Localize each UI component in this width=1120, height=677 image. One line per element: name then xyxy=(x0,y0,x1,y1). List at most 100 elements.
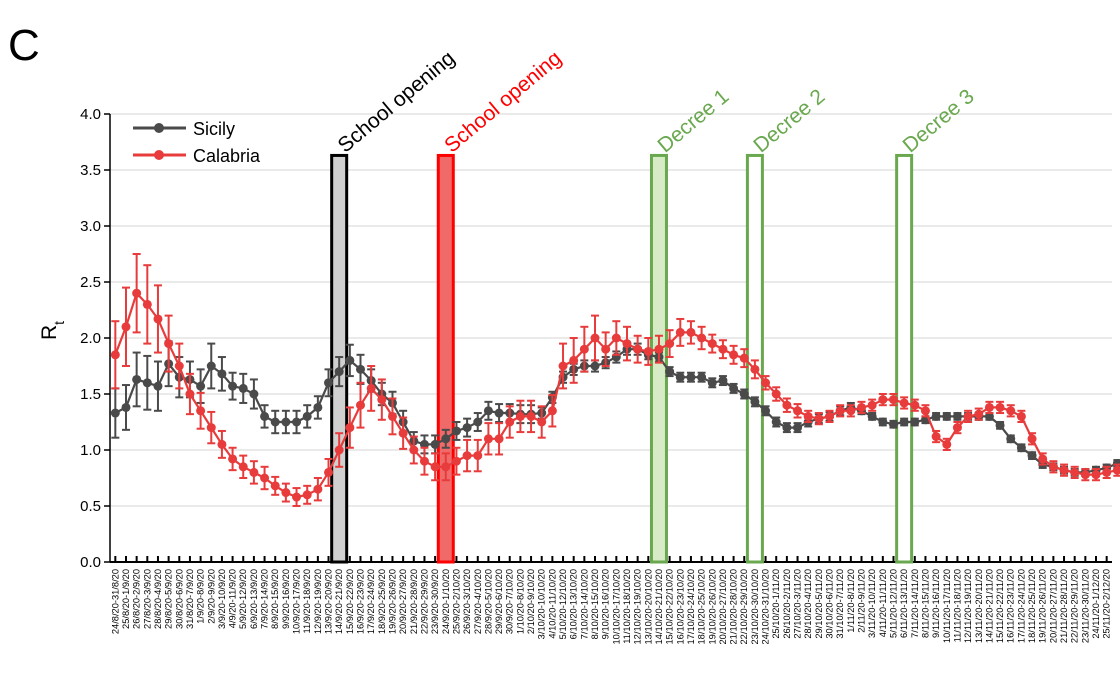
x-tick-label: 4/11/20-11/11/20 xyxy=(878,569,888,637)
x-tick-label: 25/11/20-2/12/20 xyxy=(1102,569,1112,639)
x-tick-label: 24/11/20-1/12/20 xyxy=(1091,569,1101,639)
annotation-bar xyxy=(436,153,455,564)
y-tick-label: 0.5 xyxy=(80,498,101,515)
x-tick-label: 23/10/20-30/10/20 xyxy=(750,569,760,644)
x-tick-label: 10/10/20-17/10/20 xyxy=(611,569,621,644)
data-point xyxy=(665,367,675,377)
data-point xyxy=(313,402,323,412)
x-tick-label: 19/10/20-26/10/20 xyxy=(707,569,717,644)
data-point xyxy=(196,381,206,391)
data-point xyxy=(899,417,909,427)
data-point xyxy=(526,411,536,421)
x-tick-label: 22/11/20-29/11/20 xyxy=(1070,569,1080,643)
x-tick-label: 1/10/20-8/10/20 xyxy=(515,569,525,634)
data-point xyxy=(387,411,397,421)
x-tick-label: 9/11/20-16/11/20 xyxy=(931,569,941,638)
data-point xyxy=(1038,454,1048,464)
data-point xyxy=(473,417,483,427)
data-point xyxy=(494,408,504,418)
x-tick-label: 8/11/20-15/11/20 xyxy=(920,569,930,638)
legend-item-sicily: Sicily xyxy=(133,119,235,139)
x-tick-label: 28/8/20-4/9/20 xyxy=(153,569,163,629)
x-tick-label: 6/9/20-13/9/20 xyxy=(249,569,259,629)
x-tick-label: 9/9/20-16/9/20 xyxy=(281,569,291,629)
data-point xyxy=(547,406,557,416)
x-tick-label: 16/11/20-23/11/20 xyxy=(1006,569,1016,643)
data-point xyxy=(931,432,941,442)
x-tick-label: 2/9/20-9/9/20 xyxy=(206,569,216,624)
x-tick-label: 7/9/20-14/9/20 xyxy=(260,569,270,629)
data-point xyxy=(793,423,803,433)
x-tick-label: 18/11/20-25/11/20 xyxy=(1027,569,1037,643)
data-point xyxy=(697,372,707,382)
data-point xyxy=(345,355,355,365)
y-tick-label: 2.0 xyxy=(80,330,101,347)
annotation-3: Decree 1 xyxy=(649,85,733,564)
data-point xyxy=(611,333,621,343)
panel-letter: C xyxy=(8,21,40,70)
data-point xyxy=(292,492,302,502)
y-tick-label: 1.5 xyxy=(80,386,101,403)
x-tick-label: 31/8/20-7/9/20 xyxy=(185,569,195,629)
data-point xyxy=(675,372,685,382)
y-tick-label: 1.0 xyxy=(80,442,101,459)
x-axis: 24/8/20-31/8/20 25/8/20-1/9/20 26/8/20-2/9… xyxy=(110,556,1112,644)
data-point xyxy=(270,417,280,427)
data-point xyxy=(292,417,302,427)
data-point xyxy=(857,402,866,412)
x-tick-label: 30/10/20-6/11/20 xyxy=(825,569,835,639)
data-point xyxy=(878,395,888,405)
y-axis-label-main: R xyxy=(38,325,61,340)
data-point xyxy=(803,411,813,421)
data-point xyxy=(515,411,525,421)
data-point xyxy=(537,417,547,427)
data-point xyxy=(867,411,877,421)
x-tick-label: 24/9/20-1/10/20 xyxy=(441,569,451,634)
data-point xyxy=(782,400,792,410)
data-point xyxy=(974,409,984,419)
data-point xyxy=(356,400,365,410)
series-sicily xyxy=(110,340,1120,477)
data-point xyxy=(1027,451,1037,461)
data-point xyxy=(920,406,930,416)
x-tick-label: 12/11/20-19/11/20 xyxy=(963,569,973,643)
x-tick-label: 26/9/20-3/10/20 xyxy=(462,569,472,634)
x-tick-label: 13/9/20-20/9/20 xyxy=(324,569,334,634)
x-tick-label: 21/10/20-28/10/20 xyxy=(729,569,739,644)
x-tick-label: 5/10/20-12/10/20 xyxy=(558,569,568,639)
x-tick-label: 17/9/20-24/9/20 xyxy=(366,569,376,634)
data-point xyxy=(782,423,792,433)
data-point xyxy=(196,406,206,416)
annotation-bar xyxy=(895,153,914,564)
y-tick-label: 3.0 xyxy=(80,218,101,235)
data-point xyxy=(878,417,888,427)
data-point xyxy=(356,364,365,374)
x-tick-label: 21/9/20-28/9/20 xyxy=(409,569,419,634)
x-tick-label: 18/9/20-25/9/20 xyxy=(377,569,387,634)
data-point xyxy=(835,406,845,416)
x-tick-label: 3/10/20-10/10/20 xyxy=(537,569,547,639)
data-point xyxy=(601,344,611,354)
data-point xyxy=(153,314,163,324)
x-tick-label: 13/10/20-20/10/20 xyxy=(643,569,653,644)
data-point xyxy=(739,389,749,399)
annotation-2: School opening xyxy=(436,47,566,564)
data-point xyxy=(430,439,440,449)
x-tick-label: 10/11/20-17/11/20 xyxy=(942,569,952,643)
x-tick-label: 20/11/20-27/11/20 xyxy=(1048,569,1058,643)
data-point xyxy=(1080,470,1090,480)
data-point xyxy=(675,327,685,337)
data-point xyxy=(217,369,227,379)
annotation-bar xyxy=(745,153,764,564)
data-point xyxy=(260,473,270,483)
data-point xyxy=(430,462,440,472)
data-point xyxy=(238,462,248,472)
data-point xyxy=(409,445,419,455)
annotation-5: Decree 3 xyxy=(895,85,979,564)
x-tick-label: 4/9/20-11/9/20 xyxy=(228,569,238,628)
data-point xyxy=(846,406,856,416)
data-point xyxy=(260,411,270,421)
data-point xyxy=(814,414,824,424)
data-point xyxy=(1102,467,1112,477)
data-point xyxy=(164,339,174,349)
